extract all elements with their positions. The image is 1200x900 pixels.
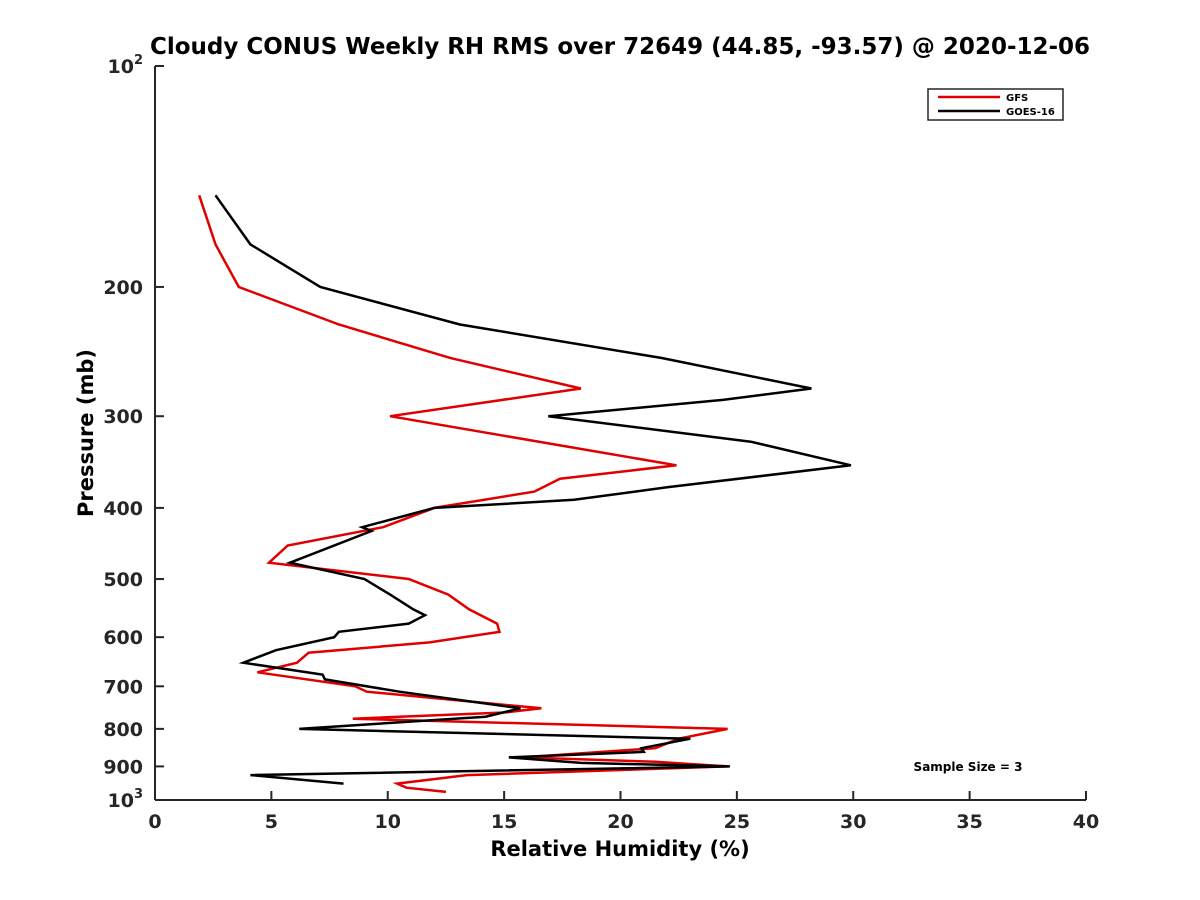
y-tick-label: 200 xyxy=(103,277,143,299)
y-tick-label: 600 xyxy=(103,627,143,649)
x-tick-label: 35 xyxy=(956,811,982,833)
y-axis-label: Pressure (mb) xyxy=(74,349,98,517)
series-line-goes16 xyxy=(214,194,852,785)
legend: GFS GOES-16 xyxy=(927,88,1064,121)
y-tick-label: 900 xyxy=(103,756,143,778)
series-layer xyxy=(198,194,852,794)
x-tick-label: 25 xyxy=(724,811,750,833)
x-tick-label: 0 xyxy=(148,811,161,833)
x-tick-label: 30 xyxy=(840,811,866,833)
y-tick-label: 800 xyxy=(103,719,143,741)
x-tick-label: 15 xyxy=(491,811,517,833)
y-tick-label: 102 xyxy=(108,53,144,78)
y-tick-label: 700 xyxy=(103,676,143,698)
axes xyxy=(154,66,1086,801)
y-ticks: 102 200 300 400 500 600 700 800 900 103 xyxy=(103,53,164,812)
x-tick-label: 10 xyxy=(375,811,401,833)
x-tick-label: 20 xyxy=(607,811,633,833)
y-tick-label: 103 xyxy=(108,787,144,812)
x-ticks: 0 5 10 15 20 25 30 35 40 xyxy=(148,791,1099,833)
legend-box xyxy=(927,88,1064,121)
y-tick-label: 400 xyxy=(103,498,143,520)
chart-title: Cloudy CONUS Weekly RH RMS over 72649 (4… xyxy=(150,34,1090,60)
x-tick-label: 40 xyxy=(1073,811,1099,833)
legend-label-gfs: GFS xyxy=(1006,93,1028,104)
series-line-gfs xyxy=(198,194,728,794)
y-tick-label: 300 xyxy=(103,406,143,428)
y-tick-label: 500 xyxy=(103,569,143,591)
legend-label-goes16: GOES-16 xyxy=(1006,107,1055,118)
sample-size-annotation: Sample Size = 3 xyxy=(914,760,1023,774)
x-tick-label: 5 xyxy=(265,811,278,833)
x-axis-label: Relative Humidity (%) xyxy=(490,837,749,861)
